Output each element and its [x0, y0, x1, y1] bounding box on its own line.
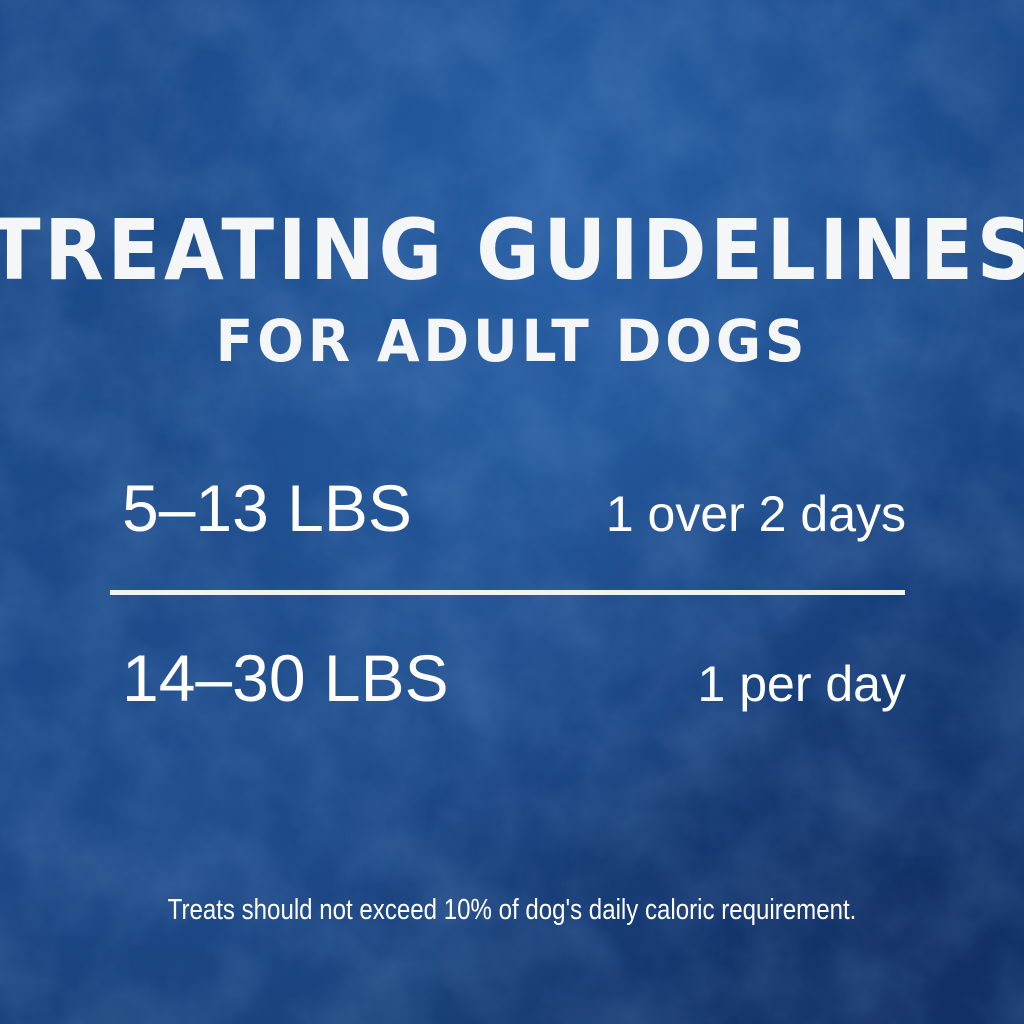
weight-range: 14–30 LBS: [122, 641, 449, 715]
treat-amount: 1 over 2 days: [605, 486, 906, 542]
row-divider: [110, 590, 905, 595]
heading-title: TREATING GUIDELINES: [0, 201, 1024, 299]
guideline-row: 5–13 LBS 1 over 2 days: [122, 475, 906, 541]
guideline-row: 14–30 LBS 1 per day: [122, 645, 906, 711]
treat-amount: 1 per day: [697, 656, 906, 712]
weight-range: 5–13 LBS: [122, 471, 412, 545]
heading-subtitle: FOR ADULT DOGS: [215, 307, 809, 375]
footnote: Treats should not exceed 10% of dog's da…: [167, 894, 857, 926]
